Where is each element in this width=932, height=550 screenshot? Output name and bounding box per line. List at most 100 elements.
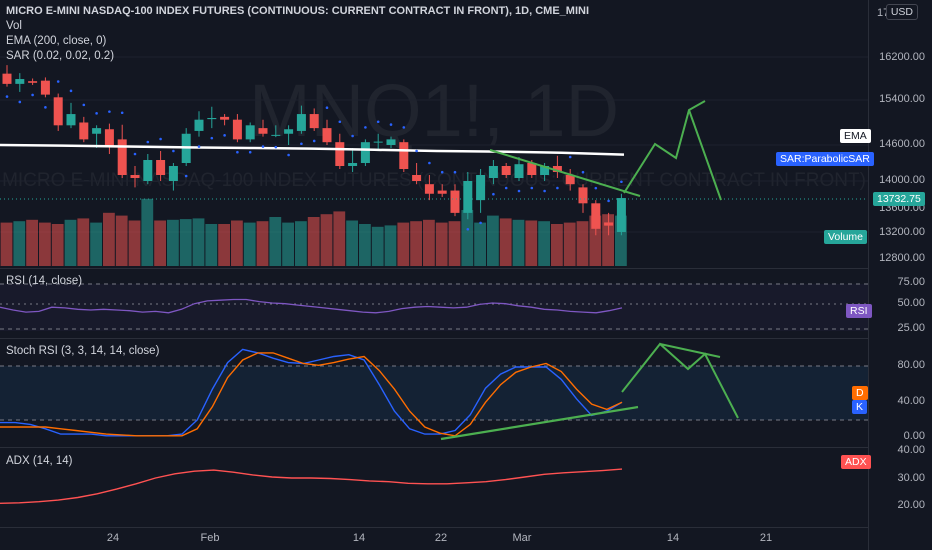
symbol-title[interactable]: MICRO E-MINI NASDAQ-100 INDEX FUTURES (C… — [6, 5, 590, 17]
volume-bar — [538, 221, 550, 266]
volume-bar — [51, 224, 64, 266]
sar-dot — [82, 103, 86, 107]
volume-bar — [602, 214, 614, 266]
candle-body — [348, 163, 358, 166]
volume-bar — [154, 220, 166, 266]
price-tick: 15400.00 — [879, 93, 925, 105]
sar-dot — [581, 170, 585, 174]
candle-body — [15, 79, 25, 84]
sar-dot — [543, 189, 546, 193]
sar-dot — [146, 140, 150, 144]
legend-sar[interactable]: SAR (0.02, 0.02, 0.2) — [6, 50, 115, 62]
rsi-tick: 25.00 — [897, 322, 925, 334]
candle-body — [143, 160, 153, 181]
adx-tag: ADX — [841, 455, 871, 469]
sar-dot — [466, 227, 470, 231]
sar-dot — [44, 106, 47, 109]
price-tick: 14600.00 — [879, 138, 925, 150]
stoch-legend[interactable]: Stoch RSI (3, 3, 14, 14, close) — [6, 345, 160, 357]
pane-divider[interactable] — [0, 268, 932, 269]
candle-body — [104, 129, 114, 148]
sar-dot — [31, 93, 34, 97]
volume-bar — [615, 215, 627, 266]
sar-dot — [556, 186, 559, 190]
sar-dot — [607, 199, 610, 203]
stoch-tick: 0.00 — [903, 430, 925, 442]
candle-body — [335, 142, 345, 166]
sar-dot — [620, 180, 623, 184]
sar-layer — [5, 80, 623, 231]
adx-legend[interactable]: ADX (14, 14) — [6, 455, 73, 467]
sar-dot — [338, 120, 342, 124]
candle-body — [552, 166, 562, 172]
sar-dot — [95, 112, 98, 115]
pane-divider[interactable] — [0, 338, 932, 339]
volume-bar — [243, 222, 256, 266]
candle-body — [40, 80, 50, 95]
candle-body — [616, 198, 626, 232]
sar-dot — [428, 161, 431, 165]
candle-body — [117, 139, 127, 175]
legend-vol[interactable]: Vol — [6, 20, 22, 32]
candle-body — [66, 114, 76, 126]
time-label: 22 — [434, 532, 448, 544]
candle-layer — [2, 65, 626, 236]
candle-body — [130, 175, 140, 178]
volume-bar — [525, 220, 538, 266]
volume-bar — [333, 211, 346, 266]
ema-line — [0, 143, 625, 156]
stoch-projection-top-drawing — [659, 343, 721, 358]
adx-tick: 40.00 — [897, 444, 925, 456]
candle-body — [168, 166, 178, 181]
volume-bar — [128, 220, 141, 266]
sar-dot — [530, 186, 534, 190]
sar-dot — [184, 174, 188, 178]
volume-bar — [64, 219, 77, 266]
volume-bar — [589, 215, 602, 266]
sar-dot — [351, 134, 354, 138]
stoch-k-tag: K — [852, 400, 868, 414]
pane-divider[interactable] — [0, 447, 932, 448]
sar-dot — [120, 111, 124, 115]
candle-body — [28, 81, 38, 83]
volume-bar — [307, 217, 320, 266]
trendline-drawing — [489, 149, 641, 197]
sar-dot — [504, 186, 508, 190]
price-axis[interactable]: 17 16200.00 15400.00 14600.00 14000.00 1… — [868, 0, 932, 550]
candle-body — [220, 116, 230, 120]
volume-bar — [435, 222, 448, 266]
candle-body — [373, 141, 383, 143]
sar-dot — [389, 123, 393, 126]
sar-dot — [287, 153, 290, 157]
sar-dot — [517, 189, 521, 193]
volume-bar — [0, 222, 13, 266]
stoch-tick: 80.00 — [897, 359, 925, 371]
rsi-legend[interactable]: RSI (14, close) — [6, 275, 83, 287]
volume-bar — [563, 222, 576, 266]
candle-body — [194, 119, 204, 131]
sar-dot — [210, 136, 214, 140]
candle-body — [578, 187, 588, 204]
stoch-trendline-drawing — [440, 405, 639, 441]
sar-dot — [300, 142, 303, 146]
volume-bar — [371, 226, 384, 266]
sar-dot — [69, 89, 73, 93]
time-label: 14 — [352, 532, 366, 544]
candle-body — [591, 203, 601, 229]
chart-canvas[interactable] — [0, 0, 868, 550]
legend-ema[interactable]: EMA (200, close, 0) — [6, 35, 107, 47]
candle-body — [271, 134, 281, 136]
main-legend: MICRO E-MINI NASDAQ-100 INDEX FUTURES (C… — [6, 4, 589, 64]
volume-bar — [179, 219, 192, 266]
volume-bar — [269, 217, 282, 266]
sar-dot — [197, 145, 201, 148]
volume-bar — [26, 219, 38, 266]
volume-bar — [474, 222, 486, 266]
volume-bar — [320, 214, 333, 266]
watermark-ticker: MNQ1!, 1D — [248, 69, 620, 152]
candle-body — [258, 128, 268, 134]
sar-dot — [108, 110, 111, 113]
sar-dot — [223, 134, 226, 137]
volume-bar — [384, 225, 397, 266]
currency-button[interactable]: USD — [885, 4, 918, 20]
